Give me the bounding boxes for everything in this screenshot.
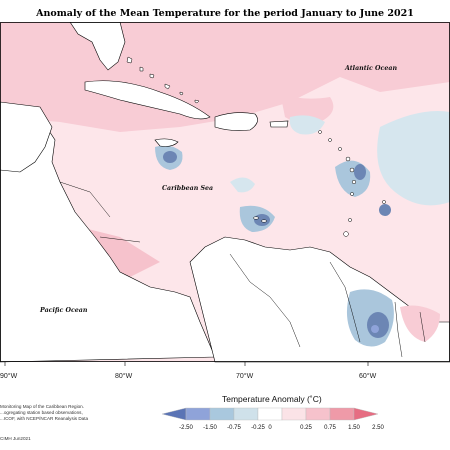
longitude-label-80w: 80°W (115, 372, 133, 380)
legend-tick-label: -0.25 (251, 425, 265, 431)
lesser-antilles-islands (318, 130, 386, 237)
cool-core-barbados (379, 204, 391, 216)
florida-land (69, 22, 126, 71)
cool-core-jamaica (163, 151, 177, 163)
legend-title: Temperature Anomaly (˚C) (222, 394, 322, 404)
legend-swatch (233, 407, 259, 421)
country-borders (59, 181, 426, 358)
atlantic-ocean-label: Atlantic Ocean (344, 65, 397, 72)
legend-swatch (353, 407, 379, 421)
legend-tick-label: 0 (268, 425, 272, 431)
warm-anomaly-guianas (400, 305, 440, 342)
longitude-label-70w: 70°W (236, 372, 254, 380)
yucatan-land (0, 101, 53, 173)
bahamas-islands (126, 56, 200, 104)
pacific-ocean-label: Pacific Ocean (39, 307, 88, 314)
cool-core-guianas (367, 312, 389, 338)
jamaica-land (154, 138, 179, 147)
caribbean-sea-label: Caribbean Sea (162, 185, 213, 192)
cool-anomaly-atlantic (377, 111, 450, 206)
legend-swatch (305, 407, 331, 421)
map-title: Anomaly of the Mean Temperature for the … (36, 8, 414, 19)
legend-tick-label: 0.75 (324, 425, 336, 431)
puerto-rico-land (269, 120, 289, 128)
warm-anomaly-islands (280, 92, 334, 124)
footnote-line-2: ...ogregating station based observations… (0, 410, 83, 415)
longitude-ticks (4, 362, 369, 366)
legend-swatch (161, 407, 187, 421)
cool-core-antilles (354, 164, 366, 180)
footnote-line-3: ...ICOF, with NCEP/NCAR Reanalysis Data (0, 416, 89, 421)
anomaly-map: Atlantic Ocean Caribbean Sea Pacific Oce… (0, 22, 450, 380)
abc-islands (253, 216, 267, 223)
legend-tick-label: 0.25 (300, 425, 312, 431)
legend-tick-label: 1.50 (348, 425, 360, 431)
cool-anomaly-hispaniola (289, 115, 325, 135)
cool-anomaly-central (230, 177, 255, 193)
cuba-land (84, 80, 211, 120)
legend-tick-label: -1.50 (203, 425, 217, 431)
longitude-label-90w: 90°W (0, 372, 18, 380)
hispaniola-land (214, 112, 258, 131)
legend-tick-label: -2.50 (179, 425, 193, 431)
legend-swatch (329, 407, 355, 421)
longitude-label-60w: 60°W (359, 372, 377, 380)
legend-tick-label: 2.50 (372, 425, 384, 431)
legend-swatch (281, 407, 307, 421)
cool-center-guianas (371, 325, 379, 333)
legend-swatch (185, 407, 211, 421)
color-legend: -2.50 -1.50 -0.75 -0.25 0 0.25 0.75 1.50 2.50 (161, 407, 384, 431)
footnote-line-1: Monitoring Map of the Caribbean Region. (0, 404, 85, 409)
legend-tick-label: -0.75 (227, 425, 241, 431)
legend-swatch (209, 407, 235, 421)
legend-swatch (257, 407, 283, 421)
footnote-line-4: CIMH Jun2021 (0, 436, 31, 441)
